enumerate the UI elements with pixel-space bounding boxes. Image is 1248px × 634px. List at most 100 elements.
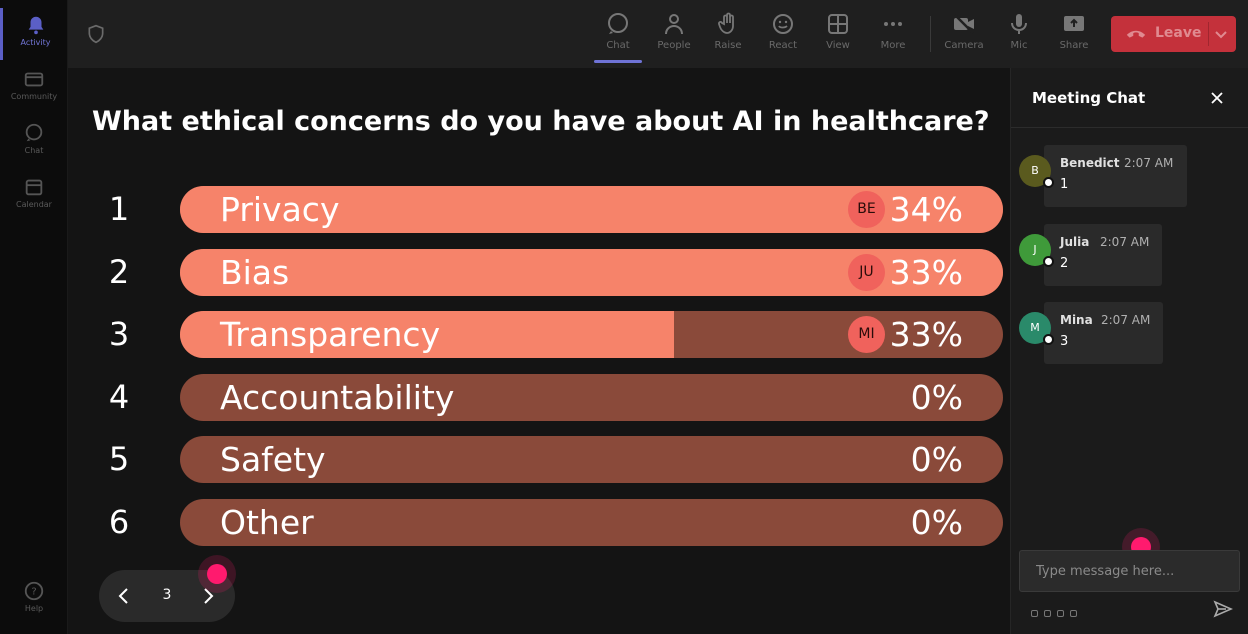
emoji-icon[interactable] bbox=[1057, 610, 1064, 617]
hang-up-icon bbox=[1126, 30, 1146, 38]
chevron-left-icon[interactable] bbox=[113, 585, 135, 607]
chevron-right-icon[interactable] bbox=[197, 585, 219, 607]
mic-button[interactable]: Mic bbox=[993, 10, 1045, 60]
option-bar-fill bbox=[180, 311, 674, 358]
share-button[interactable]: Share bbox=[1048, 10, 1100, 60]
option-bar: Other 0% bbox=[180, 499, 1003, 546]
toolbar-label: Share bbox=[1059, 40, 1089, 51]
people-icon bbox=[665, 14, 683, 35]
raise-hand-icon bbox=[718, 12, 734, 34]
message-input[interactable] bbox=[1020, 551, 1239, 591]
close-icon[interactable] bbox=[1209, 90, 1225, 106]
attach-icon[interactable] bbox=[1044, 610, 1051, 617]
voter-avatar: MI bbox=[848, 316, 885, 353]
shield-icon bbox=[88, 24, 104, 44]
poll-option-row[interactable]: 5 Safety 0% bbox=[68, 436, 1010, 484]
rail-label: Help bbox=[24, 604, 44, 613]
rail-item-calendar[interactable]: Calendar bbox=[0, 170, 68, 222]
send-icon[interactable] bbox=[1213, 599, 1233, 619]
voter-avatar: BE bbox=[848, 191, 885, 228]
message-bubble: Julia 2:07 AM 2 bbox=[1044, 224, 1162, 286]
view-button[interactable]: View bbox=[812, 10, 864, 60]
rail-item-community[interactable]: Community bbox=[0, 62, 68, 114]
poll-option-row[interactable]: 3 Transparency MI 33% bbox=[68, 311, 1010, 359]
poll-option-row[interactable]: 2 Bias JU 33% bbox=[68, 249, 1010, 297]
format-icon[interactable] bbox=[1031, 610, 1038, 617]
rail-item-activity[interactable]: Activity bbox=[0, 8, 68, 60]
rail-label: Community bbox=[10, 92, 58, 101]
voter-avatar: JU bbox=[848, 254, 885, 291]
option-rank: 6 bbox=[108, 503, 130, 541]
toolbar-label: Chat bbox=[606, 40, 630, 51]
option-label: Accountability bbox=[220, 378, 455, 417]
option-rank: 2 bbox=[108, 253, 130, 291]
chat-icon bbox=[608, 13, 628, 34]
toolbar-label: React bbox=[768, 40, 798, 51]
presence-status-icon bbox=[1043, 177, 1054, 188]
people-button[interactable]: People bbox=[648, 10, 700, 60]
toolbar-label: People bbox=[657, 40, 691, 51]
option-label: Other bbox=[220, 503, 314, 542]
toolbar-label: More bbox=[880, 40, 906, 51]
message-composer bbox=[1019, 550, 1240, 592]
raise-hand-button[interactable]: Raise bbox=[702, 10, 754, 60]
leave-label: Leave bbox=[1155, 25, 1202, 41]
more-button[interactable]: More bbox=[867, 10, 919, 60]
option-bar: Transparency MI 33% bbox=[180, 311, 1003, 358]
poll-option-row[interactable]: 4 Accountability 0% bbox=[68, 374, 1010, 422]
sender-name: Benedict bbox=[1060, 156, 1120, 170]
toolbar-label: View bbox=[826, 40, 850, 51]
message-bubble: Benedict 2:07 AM 1 bbox=[1044, 145, 1187, 207]
option-bar: Accountability 0% bbox=[180, 374, 1003, 421]
option-rank: 4 bbox=[108, 378, 130, 416]
presence-status-icon bbox=[1043, 334, 1054, 345]
avatar[interactable]: M bbox=[1019, 312, 1051, 344]
mic-icon bbox=[1011, 14, 1027, 34]
meeting-chat-panel: Meeting Chat Benedict 2:07 AM 1 B Julia 2:07 … bbox=[1010, 68, 1248, 634]
message-text: 2 bbox=[1060, 256, 1069, 271]
chat-title: Meeting Chat bbox=[1032, 89, 1146, 107]
option-percent: 0% bbox=[910, 440, 963, 479]
react-button[interactable]: React bbox=[757, 10, 809, 60]
toolbar-label: Mic bbox=[1010, 40, 1028, 51]
rail-item-help[interactable]: ? Help bbox=[0, 574, 68, 626]
react-icon bbox=[773, 14, 793, 34]
rail-label: Chat bbox=[24, 146, 44, 155]
gif-icon[interactable] bbox=[1070, 610, 1077, 617]
option-percent: 34% bbox=[889, 190, 963, 229]
page-number: 3 bbox=[162, 587, 172, 603]
toolbar-divider bbox=[930, 16, 931, 52]
left-rail: Activity Community Chat Calendar ? Help bbox=[0, 0, 68, 634]
message-time: 2:07 AM bbox=[1101, 313, 1151, 327]
camera-off-icon bbox=[954, 14, 974, 34]
calendar-icon bbox=[25, 179, 43, 196]
bell-icon bbox=[28, 16, 43, 35]
poll-option-row[interactable]: 6 Other 0% bbox=[68, 499, 1010, 547]
chevron-down-icon[interactable] bbox=[1213, 26, 1229, 42]
chat-button[interactable]: Chat bbox=[592, 10, 644, 63]
option-rank: 3 bbox=[108, 315, 130, 353]
option-label: Safety bbox=[220, 440, 326, 479]
composer-tools bbox=[1031, 602, 1083, 617]
option-bar: Bias JU 33% bbox=[180, 249, 1003, 296]
option-label: Bias bbox=[220, 253, 290, 292]
sender-name: Mina bbox=[1060, 313, 1093, 327]
option-percent: 33% bbox=[889, 253, 963, 292]
help-icon: ? bbox=[24, 581, 44, 601]
message-time: 2:07 AM bbox=[1124, 156, 1174, 170]
leave-button[interactable]: Leave bbox=[1111, 16, 1236, 52]
sender-name: Julia bbox=[1060, 235, 1090, 249]
svg-text:?: ? bbox=[31, 587, 36, 598]
option-rank: 5 bbox=[108, 440, 130, 478]
pointer-indicator bbox=[207, 564, 227, 584]
avatar[interactable]: B bbox=[1019, 155, 1051, 187]
camera-button[interactable]: Camera bbox=[938, 10, 990, 60]
toolbar-label: Raise bbox=[714, 40, 742, 51]
rail-label: Calendar bbox=[16, 200, 52, 209]
message-text: 3 bbox=[1060, 334, 1069, 349]
rail-item-chat[interactable]: Chat bbox=[0, 116, 68, 168]
option-label: Privacy bbox=[220, 190, 340, 229]
poll-option-row[interactable]: 1 Privacy BE 34% bbox=[68, 186, 1010, 234]
community-icon bbox=[24, 72, 44, 87]
